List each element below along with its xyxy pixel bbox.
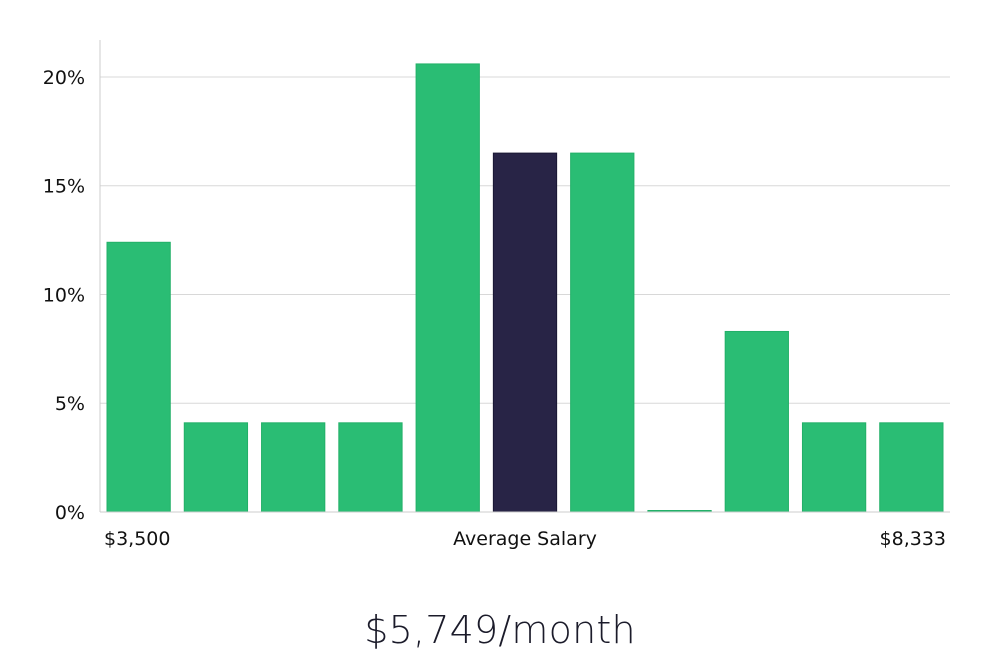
bar <box>801 422 867 513</box>
y-tick-label: 15% <box>43 176 85 198</box>
bar-highlight <box>492 152 558 513</box>
y-tick-label: 5% <box>55 393 85 415</box>
bar <box>879 422 944 513</box>
average-salary-value: $5,749/month <box>364 608 636 652</box>
x-max-label: $8,333 <box>879 528 946 550</box>
x-center-label: Average Salary <box>453 528 597 550</box>
y-tick-label: 0% <box>55 502 85 524</box>
bar <box>570 152 635 513</box>
bar <box>183 422 249 513</box>
bar <box>106 241 171 513</box>
x-min-label: $3,500 <box>104 528 171 550</box>
chart-svg: 0% 5% 10% 15% 20% <box>43 40 950 524</box>
y-tick-label: 10% <box>43 284 85 306</box>
bar <box>261 422 326 513</box>
salary-distribution-chart: 0% 5% 10% 15% 20% $3,500 Average Salary $8,3… <box>43 40 950 550</box>
bar <box>338 422 403 513</box>
y-tick-label: 20% <box>43 67 85 89</box>
bar <box>724 330 789 513</box>
bar <box>415 63 480 513</box>
